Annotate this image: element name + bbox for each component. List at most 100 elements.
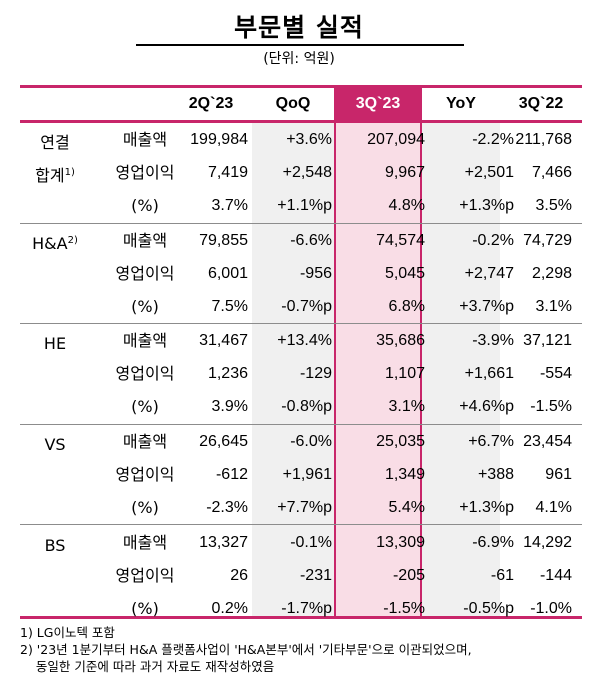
value-qoq: -6.0% [290,433,332,450]
value-3q23: 4.8% [388,197,425,214]
current-quarter-column [334,87,422,617]
value-qoq: -0.7%p [281,298,332,315]
segment-label: H&A2) [20,224,90,260]
value-yoy: -61 [490,567,514,584]
value-3q23: 3.1% [388,398,425,415]
table-bottom-border [20,616,582,619]
value-3q22: 3.1% [535,298,572,315]
value-2q23: -2.3% [206,499,248,516]
value-3q22: 211,768 [515,131,572,148]
value-2q23: 0.2% [211,600,248,617]
table-top-border [20,85,582,88]
footnote-2: 2) '23년 1분기부터 H&A 플랫폼사업이 'H&A본부'에서 '기타부문… [20,642,472,657]
value-2q23: 1,236 [207,365,248,382]
value-3q23: -205 [392,567,425,584]
value-qoq: +3.6% [286,131,332,148]
metric-label: (%) [131,196,159,215]
footnote-2-continued: 동일한 기준에 따라 과거 자료도 재작성하였음 [20,659,275,674]
value-qoq: +2,548 [282,164,332,181]
value-3q23: 25,035 [376,433,425,450]
segment-label: VS [20,425,90,461]
value-yoy: +6.7% [468,433,514,450]
table-row: (%) 7.5% -0.7%p 6.8% +3.7%p 3.1% [20,290,582,323]
header-qoq: QoQ [275,95,311,112]
value-qoq: -0.1% [290,534,332,551]
yoy-column-band [422,121,500,617]
value-2q23: 3.9% [211,398,248,415]
value-3q23: -1.5% [383,600,425,617]
value-yoy: -6.9% [472,534,514,551]
value-3q22: 3.5% [535,197,572,214]
current-quarter-header-fill [334,87,422,121]
metric-label: 매출액 [122,231,168,250]
value-2q23: 6,001 [207,265,248,282]
value-3q23: 9,967 [384,164,425,181]
value-3q22: 4.1% [535,499,572,516]
value-yoy: +2,501 [464,164,514,181]
page-title: 부문별 실적 [234,13,364,42]
segment-label: 합계1) [20,156,90,192]
value-2q23: 7.5% [211,298,248,315]
metric-label: 영업이익 [115,566,175,585]
table-row: 영업이익 6,001 -956 5,045 +2,747 2,298 [20,257,582,290]
table-row: 연결 매출액 199,984 +3.6% 207,094 -2.2% 211,768 [20,123,582,156]
value-3q23: 13,309 [376,534,425,551]
value-2q23: 31,467 [199,332,248,349]
value-3q22: 2,298 [531,265,572,282]
value-2q23: 26,645 [199,433,248,450]
value-3q22: 961 [545,466,572,483]
value-3q22: 7,466 [531,164,572,181]
metric-label: (%) [131,297,159,316]
metric-label: 영업이익 [115,163,175,182]
value-3q23: 6.8% [388,298,425,315]
segment-label: 연결 [20,123,90,159]
header-2q23: 2Q`23 [188,95,234,112]
value-3q23: 1,349 [384,466,425,483]
value-yoy: +1,661 [464,365,514,382]
table-row: 영업이익 1,236 -129 1,107 +1,661 -554 [20,357,582,390]
value-2q23: -612 [215,466,248,483]
value-3q23: 207,094 [367,131,425,148]
segment-name: 합계 [35,166,65,185]
value-2q23: 199,984 [190,131,248,148]
metric-label: 영업이익 [115,465,175,484]
unit-label: (단위: 억원) [263,51,335,67]
value-qoq: -956 [299,265,332,282]
value-yoy: -0.5%p [463,600,514,617]
header-3q22: 3Q`22 [518,95,564,112]
value-3q22: 14,292 [523,534,572,551]
value-2q23: 13,327 [199,534,248,551]
table-row: H&A2) 매출액 79,855 -6.6% 74,574 -0.2% 74,729 [20,224,582,257]
table-row: 영업이익 -612 +1,961 1,349 +388 961 [20,458,582,491]
metric-label: 매출액 [122,130,168,149]
value-qoq: +7.7%p [277,499,332,516]
value-yoy: -0.2% [472,232,514,249]
header-bottom-border [20,120,582,123]
qoq-column-band [252,121,334,617]
value-yoy: +2,747 [464,265,514,282]
metric-label: (%) [131,397,159,416]
group-separator [20,323,582,324]
header-3q23: 3Q`23 [355,95,401,112]
group-separator [20,223,582,224]
footnote-marker: 2) [67,235,78,246]
value-yoy: +1.3%p [459,197,514,214]
table-row: BS 매출액 13,327 -0.1% 13,309 -6.9% 14,292 [20,526,582,559]
value-3q22: -144 [539,567,572,584]
value-qoq: -231 [299,567,332,584]
segment-label: BS [20,526,90,562]
segment-name: 연결 [40,133,70,152]
metric-label: 영업이익 [115,264,175,283]
value-yoy: +388 [477,466,514,483]
value-3q22: 37,121 [523,332,572,349]
table-row: 합계1) 영업이익 7,419 +2,548 9,967 +2,501 7,466 [20,156,582,189]
segment-name: VS [44,435,66,454]
value-3q22: -554 [539,365,572,382]
table-row: (%) 0.2% -1.7%p -1.5% -0.5%p -1.0% [20,592,582,625]
value-qoq: +13.4% [277,332,332,349]
value-yoy: +3.7%p [459,298,514,315]
metric-label: 매출액 [122,533,168,552]
value-2q23: 3.7% [211,197,248,214]
value-yoy: +1.3%p [459,499,514,516]
value-2q23: 79,855 [199,232,248,249]
